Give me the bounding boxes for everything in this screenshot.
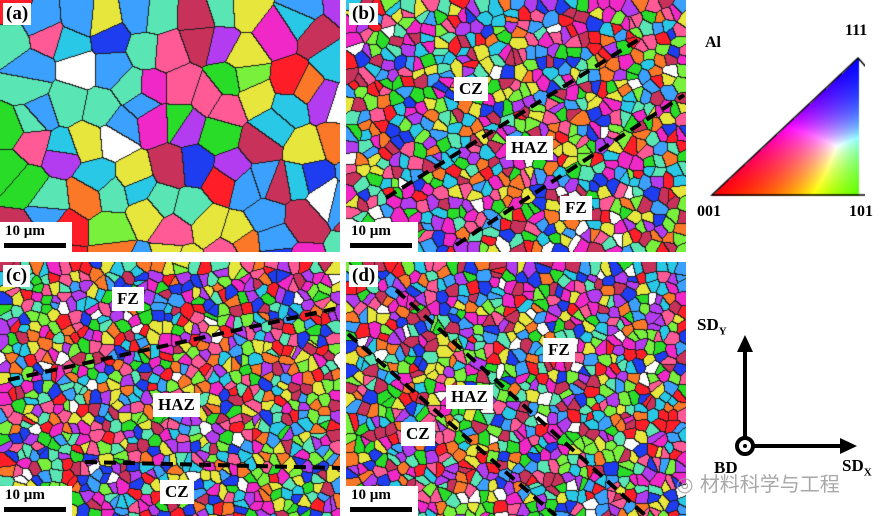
scale-text: 10 µm: [5, 223, 45, 239]
sd-x-label: SDX: [842, 456, 872, 479]
grain-map-b: [346, 0, 686, 252]
corner-111: 111: [845, 22, 868, 39]
zone-label-fz: FZ: [112, 287, 144, 311]
zone-label-haz: HAZ: [506, 136, 553, 160]
sd-y-label: SDY: [697, 315, 727, 338]
panel-a: (a) 10 µm: [0, 0, 340, 252]
zone-label-haz: HAZ: [153, 393, 200, 417]
ipf-triangle: [705, 52, 865, 202]
grain-map-d: [346, 262, 686, 516]
panel-label: (b): [349, 3, 379, 25]
scale-text: 10 µm: [5, 487, 45, 503]
watermark: ◎ 材料科学与工程: [676, 472, 840, 496]
corner-001: 001: [697, 203, 721, 220]
axes-arrows: [735, 335, 857, 456]
bd-label: BD: [714, 458, 738, 477]
zone-label-fz: FZ: [543, 338, 575, 362]
scale-bar: 10 µm: [346, 222, 418, 252]
panel-d: (d) FZ HAZ CZ 10 µm: [346, 262, 686, 516]
material-label: Al: [705, 34, 721, 51]
panel-label: (d): [349, 265, 379, 287]
scale-text: 10 µm: [351, 487, 391, 503]
grain-map-c: [0, 262, 340, 516]
zone-label-fz: FZ: [560, 196, 592, 220]
scale-bar: 10 µm: [0, 222, 72, 252]
panel-b: (b) CZ HAZ FZ 10 µm: [346, 0, 686, 252]
grain-map-a: [0, 0, 340, 252]
panel-label: (a): [3, 3, 32, 25]
wechat-icon: ◎: [676, 472, 700, 496]
zone-label-cz: CZ: [401, 422, 435, 446]
zone-label-haz: HAZ: [446, 385, 493, 409]
zone-label-cz: CZ: [160, 480, 194, 504]
scale-bar: 10 µm: [346, 486, 418, 516]
scale-text: 10 µm: [351, 223, 391, 239]
panel-c: (c) FZ HAZ CZ 10 µm: [0, 262, 340, 516]
corner-101: 101: [849, 203, 873, 220]
zone-label-cz: CZ: [454, 77, 488, 101]
scale-bar: 10 µm: [0, 486, 72, 516]
panel-label: (c): [3, 265, 31, 287]
